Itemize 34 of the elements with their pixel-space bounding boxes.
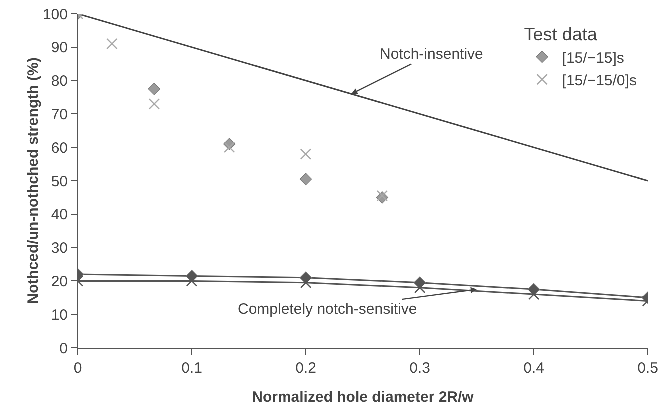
y-tick-label: 70: [51, 106, 68, 124]
point: [414, 282, 426, 294]
x-tick-label: 0: [74, 360, 82, 377]
point: [148, 83, 161, 96]
y-tick-label: 90: [51, 40, 68, 57]
point: [186, 276, 198, 287]
point: [300, 277, 312, 289]
y-tick-label: 50: [51, 173, 68, 190]
y-axis-title: Nothced/un-nothched strength (%): [25, 58, 42, 304]
x-tick-label: 0.3: [410, 360, 430, 377]
point: [300, 173, 312, 186]
point: [224, 142, 236, 154]
point: [300, 148, 312, 160]
legend-label: [15/−15/0]s: [562, 72, 637, 90]
point: [148, 98, 160, 110]
annotation: Notch-insentive: [380, 46, 484, 63]
x-tick-label: 0.1: [182, 360, 202, 377]
x-axis-title: Normalized hole diameter 2R/w: [252, 389, 474, 406]
y-tick-label: 20: [51, 273, 68, 290]
point: [106, 38, 118, 50]
y-tick-label: 30: [51, 240, 68, 258]
annotation: Completely notch-sensitive: [238, 301, 418, 318]
x-tick-label: 0.4: [524, 360, 544, 377]
y-tick-label: 0: [60, 340, 68, 358]
legend-title: Test data: [524, 24, 598, 45]
point: [528, 288, 540, 300]
y-tick-label: 100: [42, 6, 68, 24]
y-tick-label: 10: [51, 306, 68, 324]
y-tick-label: 40: [51, 206, 68, 224]
y-tick-label: 80: [51, 73, 68, 90]
x-tick-label: 0.5: [638, 360, 658, 377]
y-tick-label: 60: [51, 140, 68, 157]
legend-label: [15/−15]s: [562, 50, 624, 67]
x-tick-label: 0.2: [296, 360, 316, 377]
